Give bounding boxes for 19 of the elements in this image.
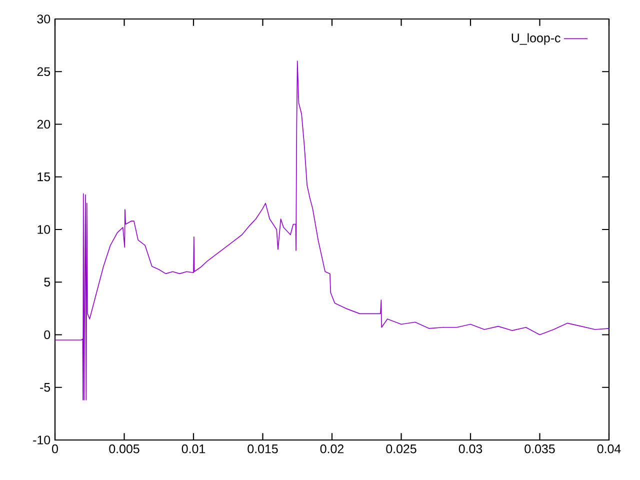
y-tick-label: 0 [44,330,50,340]
x-tick-label: 0.035 [524,444,555,454]
y-tick-label: -10 [33,436,50,444]
x-tick-label: 0 [52,444,58,454]
y-tick-label: 30 [37,14,50,24]
y-tick-label: 10 [38,225,50,234]
x-tick-label: 0.02 [320,444,344,454]
y-tick-label: -5 [40,383,50,392]
x-tick-label: 0.03 [458,444,482,454]
y-tick-label: 15 [38,172,50,182]
y-tick-label: 20 [37,120,50,129]
y-tick-label: 25 [37,67,50,76]
x-tick-label: 0.04 [597,444,621,454]
y-tick-label: 5 [44,278,50,286]
legend-label: U_loop-c [512,33,560,45]
x-tick-label: 0.005 [109,444,140,454]
x-tick-label: 0.025 [386,444,416,454]
x-tick-label: 0.01 [182,444,206,454]
x-tick-label: 0.015 [248,444,278,454]
